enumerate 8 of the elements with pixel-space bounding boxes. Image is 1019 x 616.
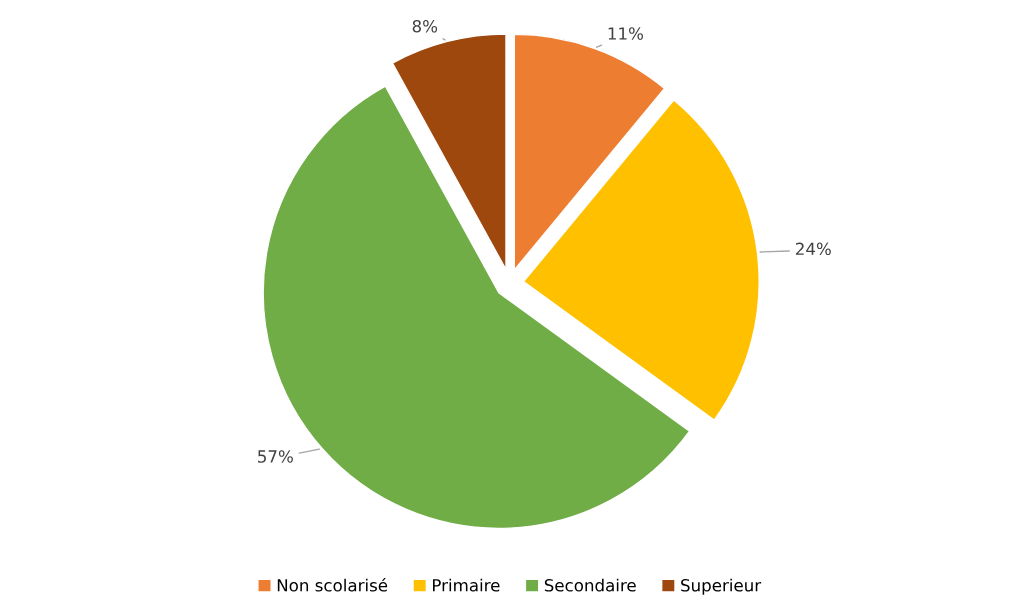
- data-label: 57%: [258, 450, 293, 463]
- legend-label: Superieur: [681, 578, 762, 595]
- data-label: 8%: [412, 19, 438, 33]
- legend-label: Non scolarisé: [277, 578, 388, 592]
- legend-label: Secondaire: [544, 578, 636, 592]
- data-label: 24%: [795, 242, 831, 256]
- legend-label: Primaire: [433, 578, 500, 592]
- data-label: 11%: [608, 27, 644, 40]
